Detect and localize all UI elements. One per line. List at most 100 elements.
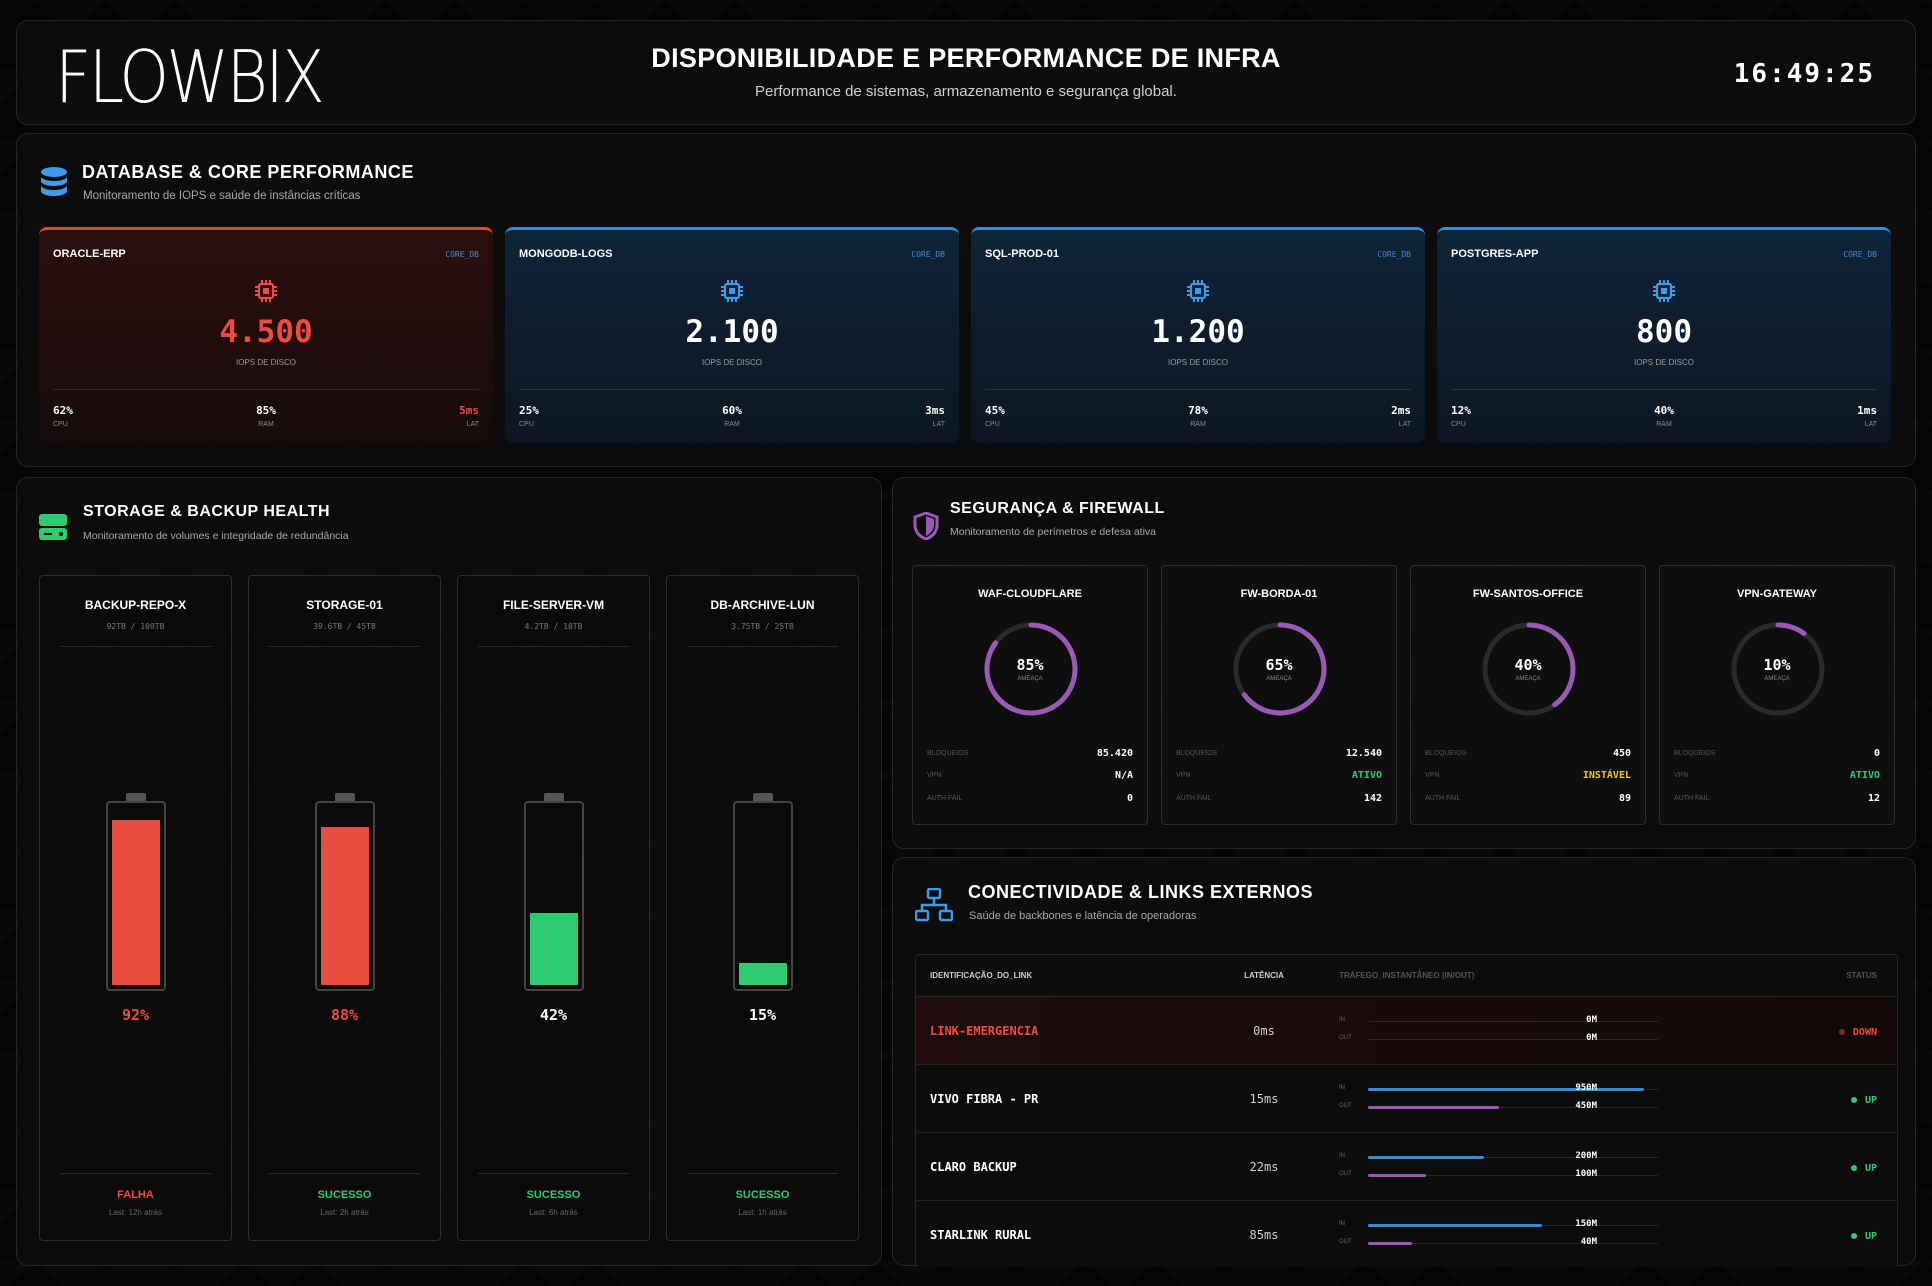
backup-status: SUCESSO (317, 1189, 372, 1201)
auth_fail-value: 0 (1126, 793, 1133, 804)
in-value: 150M (1575, 1219, 1597, 1229)
out-track (1368, 1039, 1658, 1040)
security-section-title: SEGURANÇA & FIREWALL (950, 500, 1165, 517)
auth_fail-label: AUTH FAIL (1176, 795, 1212, 802)
iops-value: 1.200 (1151, 314, 1245, 350)
in-label: IN (1339, 1017, 1345, 1023)
col-header-latency: LATÊNCIA (1244, 971, 1284, 980)
storage-card[interactable]: DB-ARCHIVE-LUN 3.75TB / 25TB 15% SUCESSO Las… (666, 575, 859, 1241)
storage-name: FILE-SERVER-VM (502, 598, 605, 612)
battery-fill (739, 963, 787, 985)
bloqueios-value: 450 (1612, 748, 1631, 759)
cpu-label: CPU (519, 421, 534, 428)
vpn-label: VPN (1176, 772, 1191, 779)
firewall-card[interactable]: VPN-GATEWAY 10% AMEAÇA BLOQUEIOS 0 VPN ATIVO AU… (1659, 565, 1895, 825)
metric-lat: 5ms LAT (459, 404, 479, 428)
fw-row-vpn: VPN ATIVO (1176, 770, 1382, 784)
db-instance-name: POSTGRES-APP (1451, 248, 1539, 260)
cpu-label: CPU (1451, 421, 1466, 428)
battery-gauge (524, 801, 584, 991)
firewall-name: WAF-CLOUDFLARE (978, 588, 1082, 600)
col-header-traffic: TRÁFEGO_INSTANTÂNEO (IN/OUT) (1339, 971, 1475, 980)
iops-value: 2.100 (685, 314, 779, 350)
divider (985, 389, 1411, 390)
in-label: IN (1339, 1221, 1345, 1227)
fw-row-auth_fail: AUTH FAIL 142 (1176, 793, 1382, 807)
security-section-subtitle: Monitoramento de perímetros e defesa ati… (950, 526, 1157, 538)
last-backup: Last: 2h atrás (320, 1208, 369, 1217)
lat-value: 2ms (1391, 404, 1411, 417)
vpn-value: INSTÁVEL (1582, 770, 1631, 781)
out-track (1368, 1107, 1658, 1108)
bloqueios-value: 0 (1873, 748, 1880, 759)
out-bar (1368, 1242, 1412, 1245)
table-row[interactable]: CLARO BACKUP 22ms IN OUT 200M 100M UP (916, 1133, 1897, 1201)
database-section-title: DATABASE & CORE PERFORMANCE (82, 162, 414, 182)
cpu-value: 25% (519, 404, 539, 417)
db-card[interactable]: POSTGRES-APP CORE_DB 800 IOPS DE DISCO 12% CP… (1437, 227, 1891, 443)
flowbix-logo: FLOWBIX (55, 35, 325, 119)
last-backup: Last: 1h atrás (738, 1208, 787, 1217)
cpu-value: 62% (53, 404, 73, 417)
divider (269, 1173, 420, 1174)
chip-icon (253, 278, 279, 309)
in-label: IN (1339, 1085, 1345, 1091)
lat-value: 1ms (1857, 404, 1877, 417)
out-track (1368, 1243, 1658, 1244)
lat-value: 5ms (459, 404, 479, 417)
storage-section-subtitle: Monitoramento de volumes e integridade d… (83, 530, 349, 542)
clock: 16:49:25 (1733, 59, 1875, 89)
storage-card[interactable]: STORAGE-01 39.6TB / 45TB 88% SUCESSO Last: 2… (248, 575, 441, 1241)
storage-percent: 92% (121, 1006, 150, 1024)
connectivity-section-subtitle: Saúde de backbones e latência de operado… (969, 910, 1197, 922)
link-latency: 22ms (1249, 1160, 1279, 1174)
battery-cap (335, 793, 355, 801)
links-table-header: IDENTIFICAÇÃO_DO_LINK LATÊNCIA TRÁFEGO_I… (916, 955, 1897, 997)
firewall-card[interactable]: FW-SANTOS-OFFICE 40% AMEAÇA BLOQUEIOS 450 VPN… (1410, 565, 1646, 825)
table-row[interactable]: STARLINK RURAL 85ms IN OUT 150M 40M UP (916, 1201, 1897, 1267)
db-card[interactable]: SQL-PROD-01 CORE_DB 1.200 IOPS DE DISCO 45% C… (971, 227, 1425, 443)
fw-row-bloqueios: BLOQUEIOS 12.540 (1176, 748, 1382, 762)
table-row[interactable]: VIVO FIBRA - PR 15ms IN OUT 950M 450M UP (916, 1065, 1897, 1133)
divider (687, 646, 838, 647)
header-bar: FLOWBIX DISPONIBILIDADE E PERFORMANCE DE… (16, 20, 1916, 125)
db-card[interactable]: ORACLE-ERP CORE_DB 4.500 IOPS DE DISCO 62% CP… (39, 227, 493, 443)
auth_fail-value: 12 (1867, 793, 1880, 804)
storage-panel: STORAGE & BACKUP HEALTH Monitoramento de… (16, 477, 882, 1266)
ram-label: RAM (1190, 421, 1206, 428)
network-icon (914, 887, 954, 927)
in-value: 0M (1586, 1015, 1597, 1025)
auth_fail-label: AUTH FAIL (1425, 795, 1461, 802)
metric-ram: 85% RAM (256, 404, 276, 428)
db-instance-name: SQL-PROD-01 (985, 248, 1059, 260)
out-value: 100M (1575, 1169, 1597, 1179)
metric-cpu: 12% CPU (1451, 404, 1471, 428)
col-header-link: IDENTIFICAÇÃO_DO_LINK (930, 971, 1033, 980)
firewall-card[interactable]: WAF-CLOUDFLARE 85% AMEAÇA BLOQUEIOS 85.420 VP… (912, 565, 1148, 825)
bloqueios-label: BLOQUEIOS (1425, 750, 1467, 757)
fw-row-vpn: VPN INSTÁVEL (1425, 770, 1631, 784)
cpu-value: 45% (985, 404, 1005, 417)
storage-percent: 88% (330, 1006, 359, 1024)
out-label: OUT (1339, 1035, 1352, 1041)
battery-gauge (733, 801, 793, 991)
lat-label: LAT (932, 421, 945, 428)
backup-status: SUCESSO (526, 1189, 581, 1201)
storage-card[interactable]: FILE-SERVER-VM 4.2TB / 10TB 42% SUCESSO Last… (457, 575, 650, 1241)
fw-row-bloqueios: BLOQUEIOS 450 (1425, 748, 1631, 762)
db-instance-name: MONGODB-LOGS (519, 248, 613, 260)
firewall-card[interactable]: FW-BORDA-01 65% AMEAÇA BLOQUEIOS 12.540 VPN AT… (1161, 565, 1397, 825)
auth_fail-label: AUTH FAIL (1674, 795, 1710, 802)
link-latency: 0ms (1253, 1024, 1275, 1038)
table-row[interactable]: LINK-EMERGENCIA 0ms IN OUT 0M 0M DOWN (916, 997, 1897, 1065)
db-card[interactable]: MONGODB-LOGS CORE_DB 2.100 IOPS DE DISCO 25%… (505, 227, 959, 443)
storage-name: DB-ARCHIVE-LUN (710, 598, 815, 612)
link-name: CLARO BACKUP (930, 1160, 1017, 1174)
link-latency: 85ms (1249, 1228, 1279, 1242)
in-bar (1368, 1156, 1484, 1159)
in-value: 200M (1575, 1151, 1597, 1161)
link-status: UP (1850, 1095, 1877, 1106)
storage-card[interactable]: BACKUP-REPO-X 92TB / 100TB 92% FALHA Last: 1… (39, 575, 232, 1241)
last-backup: Last: 6h atrás (529, 1208, 578, 1217)
shield-icon (913, 511, 939, 545)
